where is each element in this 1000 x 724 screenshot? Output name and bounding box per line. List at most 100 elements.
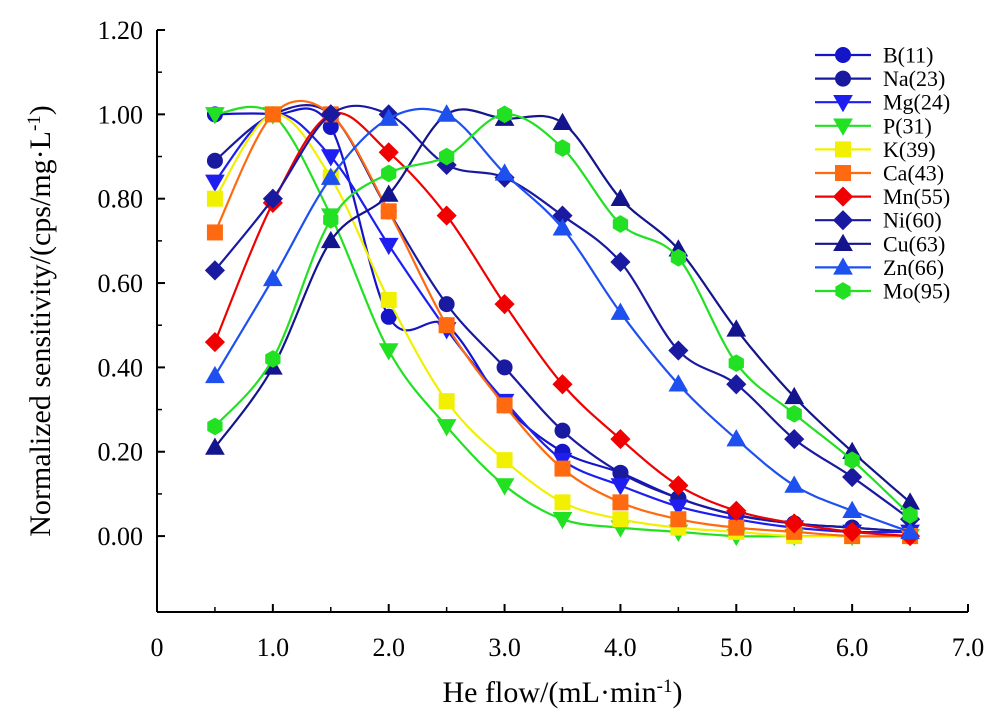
data-point [496, 359, 513, 376]
data-point [668, 475, 689, 496]
legend-item: Mn(55) [815, 184, 950, 209]
data-point [378, 184, 399, 202]
data-point [842, 500, 863, 519]
legend-marker [835, 165, 851, 181]
series-line [214, 113, 911, 538]
legend-marker [835, 141, 851, 158]
data-point [496, 452, 513, 469]
data-point [381, 164, 397, 183]
x-tick-label: 4.0 [604, 633, 637, 662]
data-point [320, 230, 341, 249]
data-point [726, 429, 747, 447]
data-point [205, 365, 225, 384]
data-point [900, 521, 920, 540]
data-point [206, 152, 223, 169]
legend-item: Ni(60) [815, 208, 942, 233]
axes: 0 1.0 2.0 3.0 4.0 5.0 6.0 7.0 0.00 0.20 0.40 0.60 0.… [98, 16, 985, 662]
data-point [554, 139, 571, 157]
data-point [728, 519, 745, 536]
data-point [612, 215, 629, 233]
data-point [436, 205, 457, 226]
y-axis-title: Normalized sensitivity/(cps/mg·L-1) [24, 105, 58, 537]
series-Mo(95) [207, 105, 918, 524]
data-point [612, 494, 629, 511]
y-tick-label: 1.20 [98, 16, 144, 45]
data-point [668, 340, 689, 361]
data-point [205, 437, 225, 455]
series-P(31) [205, 105, 920, 547]
series-Mn(55) [204, 104, 921, 547]
data-point [265, 350, 281, 368]
data-point [612, 511, 629, 528]
y-tick-label: 0.60 [98, 269, 144, 298]
legend-marker [833, 233, 853, 252]
x-tick-label: 0 [151, 633, 164, 662]
data-point [380, 308, 397, 325]
legend-marker [833, 94, 853, 113]
data-point [554, 460, 571, 477]
legend-item: Ca(43) [815, 161, 944, 186]
data-point [438, 147, 455, 166]
data-point [320, 149, 341, 167]
legend-item: P(31) [815, 113, 932, 138]
legend-marker [832, 210, 854, 231]
legend-item: Cu(63) [815, 231, 945, 256]
data-point [262, 188, 283, 209]
legend-item: Mo(95) [815, 279, 950, 304]
x-tick-label: 2.0 [372, 633, 405, 662]
data-point [496, 397, 513, 414]
legend-label: P(31) [883, 113, 932, 138]
data-point [438, 393, 455, 410]
data-point [610, 302, 631, 320]
series-K(39) [206, 106, 919, 545]
data-point [552, 218, 573, 236]
data-point [784, 429, 805, 450]
series-line [213, 107, 911, 533]
series-lines [204, 99, 921, 547]
y-tick-label: 0.00 [98, 522, 144, 551]
data-point [380, 291, 397, 308]
legend-label: B(11) [883, 43, 934, 68]
legend-marker [835, 47, 851, 63]
x-tick-label: 6.0 [836, 633, 869, 662]
data-point [380, 203, 397, 220]
legend-item: B(11) [815, 43, 934, 68]
legend-marker [833, 257, 853, 275]
data-point [552, 511, 573, 530]
legend-label: Ni(60) [883, 208, 942, 233]
data-point [842, 521, 863, 542]
data-point [320, 167, 341, 185]
legend-marker [833, 118, 853, 136]
data-point [844, 451, 860, 470]
data-point [320, 104, 341, 125]
data-point [610, 251, 631, 273]
data-point [842, 466, 863, 488]
data-point [436, 104, 457, 122]
data-point [784, 475, 805, 493]
data-point [205, 174, 225, 192]
legend-label: Cu(63) [883, 231, 945, 256]
data-point [323, 210, 339, 229]
data-point [206, 190, 223, 207]
legend-label: Na(23) [883, 66, 945, 91]
x-axis-title: He flow/(mL·min-1) [443, 676, 683, 710]
data-point [205, 107, 225, 125]
data-point [902, 506, 918, 524]
data-point [436, 419, 457, 437]
data-point [552, 374, 573, 395]
data-point [552, 112, 573, 131]
data-point [378, 108, 399, 126]
series-line [214, 108, 911, 504]
series-line [213, 111, 911, 538]
legend-marker [835, 282, 851, 300]
y-tick-label: 1.00 [98, 100, 144, 129]
legend-label: Mn(55) [883, 184, 950, 209]
series-Zn(66) [205, 104, 920, 540]
legend-label: Ca(43) [883, 161, 944, 186]
data-point [494, 478, 515, 496]
x-tick-label: 3.0 [488, 633, 521, 662]
y-tick-label: 0.40 [98, 353, 144, 382]
data-point [438, 296, 455, 313]
legend-marker [832, 186, 854, 207]
data-point [670, 511, 687, 528]
